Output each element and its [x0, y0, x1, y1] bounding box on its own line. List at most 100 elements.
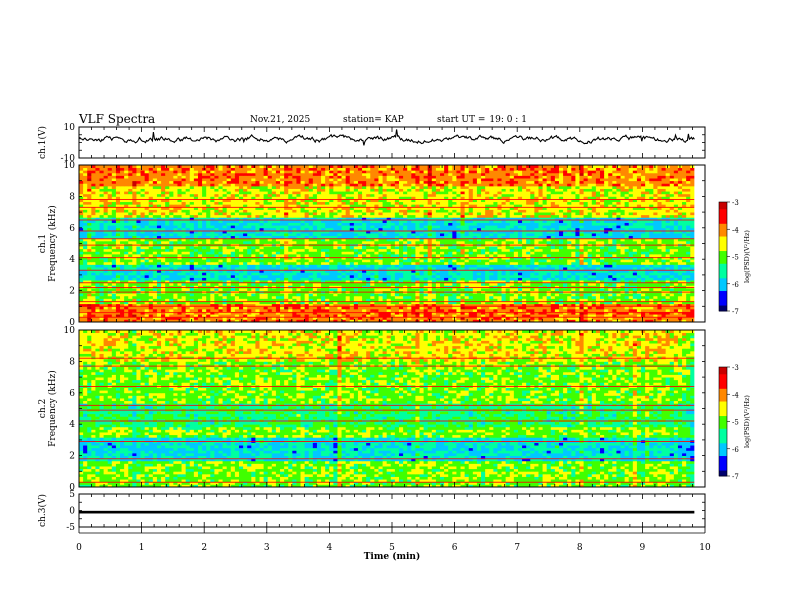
spectrogram-cell — [431, 298, 437, 302]
spectrogram-cell — [628, 295, 634, 299]
spectrogram-cell — [103, 261, 109, 265]
spectrogram-cell — [206, 267, 211, 271]
spectrogram-cell — [673, 316, 679, 320]
spectrogram-cell — [481, 267, 486, 271]
spectrogram-cell — [608, 269, 613, 273]
spectrogram-cell — [366, 261, 371, 265]
spectrogram-cell — [661, 285, 667, 289]
spectrogram-cell — [165, 295, 170, 299]
spectrogram-cell — [181, 308, 187, 312]
spectrogram-cell — [275, 285, 281, 289]
spectrogram-cell — [362, 248, 367, 252]
spectrogram-cell — [165, 248, 170, 252]
spectrogram-cell — [374, 293, 379, 297]
spectrogram-cell — [419, 238, 424, 242]
spectrogram-cell — [435, 240, 441, 244]
spectrogram-cell — [677, 303, 683, 307]
spectrogram-cell — [677, 261, 683, 265]
spectrogram-cell — [288, 272, 293, 276]
spectrogram-cell — [353, 248, 359, 252]
spectrogram-cell — [645, 314, 650, 318]
spectrogram-cell — [193, 269, 199, 273]
spectrogram-cell — [624, 259, 630, 263]
spectrogram-cell — [169, 285, 174, 289]
spectrogram-cell — [567, 285, 572, 289]
spectrogram-cell — [604, 314, 609, 318]
spectrogram-cell — [140, 248, 146, 252]
spectrogram-cell — [587, 251, 593, 255]
spectrogram-cell — [517, 238, 523, 242]
spectrogram-cell — [489, 301, 494, 305]
spectrogram-cell — [608, 248, 613, 252]
spectrogram-cell — [649, 316, 654, 320]
spectrogram-cell — [177, 269, 182, 273]
spectrogram-cell — [628, 285, 634, 289]
spectrogram-cell — [472, 298, 478, 302]
spectrogram-cell — [509, 248, 515, 252]
spectrogram-cell — [148, 301, 154, 305]
spectrogram-cell — [579, 287, 584, 291]
spectrogram-cell — [558, 277, 564, 281]
spectrogram-cell — [591, 282, 597, 286]
spectrogram-cell — [575, 272, 580, 276]
spectrogram-cell — [206, 272, 211, 276]
spectrogram-cell — [271, 285, 277, 289]
spectrogram-cell — [210, 248, 215, 252]
spectrogram-cell — [128, 306, 133, 310]
spectrogram-cell — [362, 282, 367, 286]
spectrogram-cell — [665, 251, 671, 255]
spectrogram-cell — [558, 282, 564, 286]
spectrogram-cell — [136, 238, 141, 242]
spectrogram-cell — [632, 308, 638, 312]
spectrogram-cell — [193, 301, 199, 305]
spectrogram-cell — [571, 264, 576, 268]
spectrogram-cell — [386, 261, 392, 265]
spectrogram-cell — [107, 272, 113, 276]
spectrogram-cell — [337, 308, 342, 312]
spectrogram-cell — [546, 269, 552, 273]
spectrogram-cell — [513, 280, 519, 284]
spectrogram-cell — [111, 280, 117, 284]
spectrogram-cell — [140, 282, 146, 286]
spectrogram-cell — [645, 277, 650, 281]
spectrogram-cell — [591, 264, 597, 268]
spectrogram-cell — [275, 306, 281, 310]
spectrogram-cell — [271, 238, 277, 242]
spectrogram-cell — [333, 316, 338, 320]
spectrogram-cell — [181, 246, 187, 250]
spectrogram-cell — [476, 264, 482, 268]
spectrogram-cell — [476, 303, 482, 307]
spectrogram-cell — [197, 251, 203, 255]
spectrogram-cell — [415, 301, 420, 305]
spectrogram-cell — [152, 282, 158, 286]
spectrogram-cell — [382, 264, 388, 268]
spectrogram-cell — [230, 308, 236, 312]
spectrogram-cell — [267, 246, 273, 250]
spectrogram-cell — [275, 246, 281, 250]
spectrogram-cell — [444, 253, 449, 257]
spectrogram-cell — [169, 259, 174, 263]
spectrogram-cell — [95, 314, 100, 318]
spectrogram-cell — [115, 277, 121, 281]
spectrogram-cell — [550, 295, 556, 299]
spectrogram-cell — [243, 282, 248, 286]
spectrogram-cell — [673, 248, 679, 252]
spectrogram-cell — [403, 264, 408, 268]
spectrogram-cell — [107, 269, 113, 273]
spectrogram-cell — [493, 248, 498, 252]
spectrogram-cell — [115, 259, 121, 263]
spectrogram-cell — [202, 264, 207, 268]
spectrogram-cell — [378, 303, 383, 307]
spectrogram-cell — [522, 295, 527, 299]
spectrogram-cell — [534, 269, 539, 273]
spectrogram-cell — [645, 280, 650, 284]
spectrogram-cell — [156, 282, 162, 286]
spectrogram-cell — [583, 267, 589, 271]
spectrogram-cell — [628, 277, 634, 281]
spectrogram-cell — [362, 287, 367, 291]
spectrogram-cell — [382, 238, 388, 242]
spectrogram-cell — [600, 314, 605, 318]
spectrogram-cell — [128, 287, 133, 291]
spectrogram-cell — [538, 308, 543, 312]
spectrogram-cell — [321, 264, 326, 268]
